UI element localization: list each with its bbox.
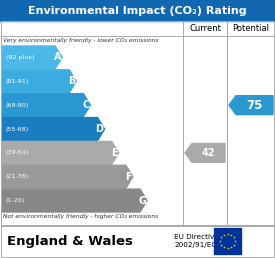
Polygon shape bbox=[229, 96, 273, 115]
Bar bbox=[1, 21, 274, 225]
Text: E: E bbox=[111, 148, 118, 158]
Polygon shape bbox=[2, 94, 90, 117]
Text: A: A bbox=[54, 52, 61, 62]
Text: (39-54): (39-54) bbox=[6, 150, 29, 155]
Bar bbox=[1, 226, 274, 257]
Polygon shape bbox=[2, 189, 147, 212]
Text: 75: 75 bbox=[246, 99, 263, 112]
Text: Current: Current bbox=[189, 24, 221, 33]
Text: England & Wales: England & Wales bbox=[7, 235, 133, 247]
Text: Environmental Impact (CO₂) Rating: Environmental Impact (CO₂) Rating bbox=[28, 5, 247, 15]
Text: Very environmentally friendly - lower CO₂ emissions: Very environmentally friendly - lower CO… bbox=[3, 38, 158, 43]
Text: (69-80): (69-80) bbox=[6, 103, 29, 108]
Polygon shape bbox=[2, 46, 62, 69]
Text: EU Directive
2002/91/EC: EU Directive 2002/91/EC bbox=[174, 234, 218, 248]
Text: Not environmentally friendly - higher CO₂ emissions: Not environmentally friendly - higher CO… bbox=[3, 214, 158, 219]
Polygon shape bbox=[2, 70, 76, 93]
Text: (81-91): (81-91) bbox=[6, 79, 29, 84]
Text: B: B bbox=[68, 76, 75, 86]
Text: 42: 42 bbox=[202, 148, 215, 158]
Text: F: F bbox=[125, 172, 132, 182]
Polygon shape bbox=[2, 165, 133, 188]
Text: (21-38): (21-38) bbox=[6, 174, 29, 179]
Text: (1-20): (1-20) bbox=[6, 198, 25, 203]
Text: C: C bbox=[82, 100, 89, 110]
Bar bbox=[214, 228, 241, 254]
Text: D: D bbox=[96, 124, 104, 134]
Polygon shape bbox=[2, 118, 104, 140]
Text: (92 plus): (92 plus) bbox=[6, 55, 34, 60]
Text: (55-68): (55-68) bbox=[6, 126, 29, 132]
Polygon shape bbox=[185, 143, 225, 162]
Text: Potential: Potential bbox=[232, 24, 270, 33]
Bar bbox=[0, 0, 275, 21]
Text: G: G bbox=[138, 196, 146, 206]
Polygon shape bbox=[2, 141, 119, 164]
